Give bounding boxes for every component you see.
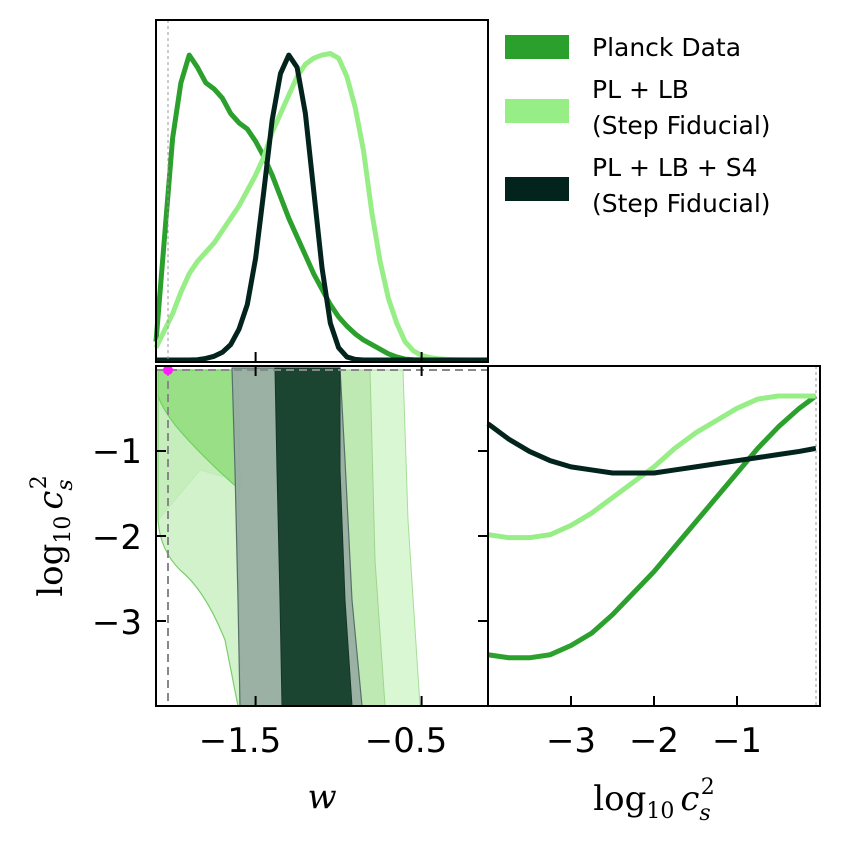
x-tick-label-cs2-2: −1 [712, 721, 762, 761]
legend-label-planck: Planck Data [592, 33, 741, 62]
legend-swatch-pl-lb [505, 99, 569, 123]
marginal-cs2-line-pl-lb [487, 393, 816, 541]
marginal-w-line-pl-lb-s4 [156, 52, 488, 363]
legend: Planck Data PL + LB (Step Fiducial) PL +… [505, 33, 771, 218]
x-tick-label-cs2-1: −2 [629, 721, 679, 761]
fiducial-marker [163, 365, 173, 375]
contours-planck [157, 369, 241, 707]
axis-ticks [156, 352, 738, 706]
contour-s4-68 [274, 367, 353, 707]
marginal-cs2-line-pl-lb-s4 [486, 421, 817, 476]
legend-label-pl-lb-s4: PL + LB + S4 [592, 153, 758, 182]
legend-label-pl-lb: PL + LB [592, 75, 689, 104]
legend-label-pl-lb-s4-line2: (Step Fiducial) [592, 189, 771, 218]
panel-marginal-w-frame [156, 20, 488, 362]
marginal-cs2-curves [486, 393, 818, 661]
x-tick-labels-cs2: −3 −2 −1 [546, 721, 762, 761]
contours-s4 [231, 367, 363, 707]
x-tick-label-cs2-0: −3 [546, 721, 596, 761]
y-tick-label-cs2-0: −3 [92, 603, 142, 643]
marginal-cs2-line-planck [487, 393, 818, 661]
marginal-w-line-pl-lb [153, 51, 488, 363]
joint-posterior [156, 365, 488, 707]
y-tick-label-cs2-1: −2 [92, 518, 142, 558]
legend-swatch-planck [505, 35, 569, 59]
x-axis-label-w: w [307, 777, 336, 817]
contour-planck-68 [157, 369, 241, 492]
marginal-w-border [155, 19, 489, 363]
x-tick-label-w-1: −0.5 [365, 721, 448, 761]
y-axis-label-cs2: log10cs2 [27, 475, 78, 596]
marginal-w-curves [153, 51, 488, 363]
y-tick-label-cs2-2: −1 [92, 432, 142, 472]
legend-label-pl-lb-line2: (Step Fiducial) [592, 111, 771, 140]
y-tick-labels-cs2: −3 −2 −1 [92, 432, 142, 643]
y-axis-label-cs2-group: log10cs2 [27, 475, 78, 596]
x-tick-label-w-0: −1.5 [199, 721, 282, 761]
legend-swatch-pl-lb-s4 [505, 177, 569, 201]
x-tick-labels-w: −1.5 −0.5 [199, 721, 448, 761]
x-axis-label-cs2: log10 cs2 [593, 775, 714, 826]
